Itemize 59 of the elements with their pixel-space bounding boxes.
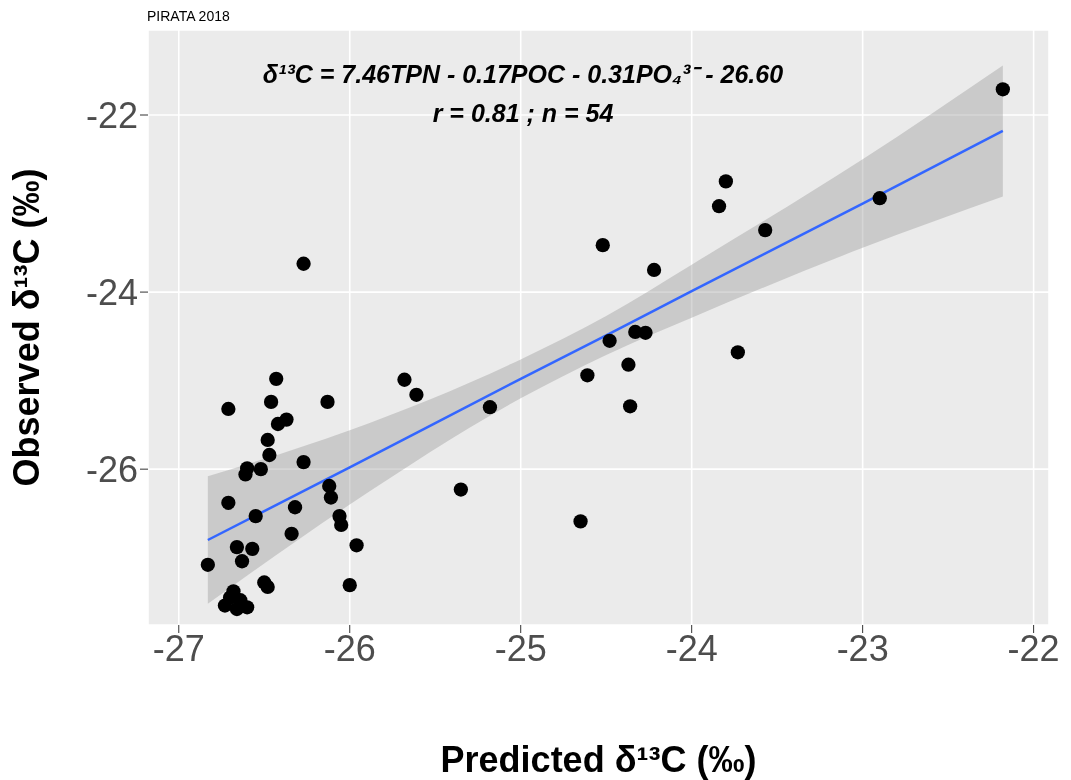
point <box>730 345 745 360</box>
y-axis-title: Observed δ¹³C (‰) <box>5 168 47 487</box>
x-tick-label: -27 <box>152 627 205 669</box>
x-axis-title: Predicted δ¹³C (‰) <box>440 739 757 780</box>
point <box>409 387 424 402</box>
point <box>638 325 653 340</box>
point <box>279 412 294 427</box>
chart-title: PIRATA 2018 <box>147 8 230 24</box>
y-tick-label: -24 <box>85 271 138 313</box>
point <box>758 222 773 238</box>
point <box>323 490 339 505</box>
point <box>580 368 595 383</box>
x-tick-label: -25 <box>494 627 547 669</box>
x-tick-label: -22 <box>1007 627 1060 669</box>
x-tick-label: -26 <box>323 627 376 669</box>
point <box>397 372 412 387</box>
point <box>320 394 335 409</box>
point <box>245 541 260 556</box>
point <box>482 400 498 415</box>
point <box>217 598 233 613</box>
point <box>221 495 236 510</box>
point <box>200 557 215 572</box>
point <box>287 500 303 515</box>
point <box>240 600 255 615</box>
point <box>711 199 727 214</box>
point <box>284 526 299 541</box>
point <box>229 539 245 555</box>
point <box>872 191 887 206</box>
point <box>349 538 364 553</box>
point <box>234 554 250 569</box>
point <box>262 447 277 463</box>
point <box>453 482 469 497</box>
y-tick-label: -22 <box>85 94 138 136</box>
point <box>296 454 311 470</box>
x-tick-label: -24 <box>665 627 718 669</box>
line-series <box>206 129 1005 542</box>
point <box>269 371 284 386</box>
point <box>238 467 253 482</box>
point <box>253 462 268 477</box>
point <box>595 238 610 253</box>
point <box>342 578 357 593</box>
x-tick-label: -23 <box>836 627 889 669</box>
point <box>248 508 263 524</box>
point <box>573 514 588 529</box>
annotation: δ¹³C = 7.46TPN - 0.17POC - 0.31PO₄³⁻ - 26.60 <box>261 59 785 90</box>
point <box>602 333 617 348</box>
point <box>718 174 734 189</box>
point <box>263 394 279 409</box>
point <box>334 517 349 533</box>
point <box>621 357 636 372</box>
point <box>260 579 275 595</box>
point <box>646 262 662 278</box>
point <box>296 256 311 271</box>
point <box>622 399 638 414</box>
point <box>221 401 236 417</box>
y-tick-label: -26 <box>85 448 138 490</box>
point <box>260 432 275 448</box>
point <box>995 82 1010 97</box>
annotation: r = 0.81 ; n = 54 <box>431 99 615 128</box>
